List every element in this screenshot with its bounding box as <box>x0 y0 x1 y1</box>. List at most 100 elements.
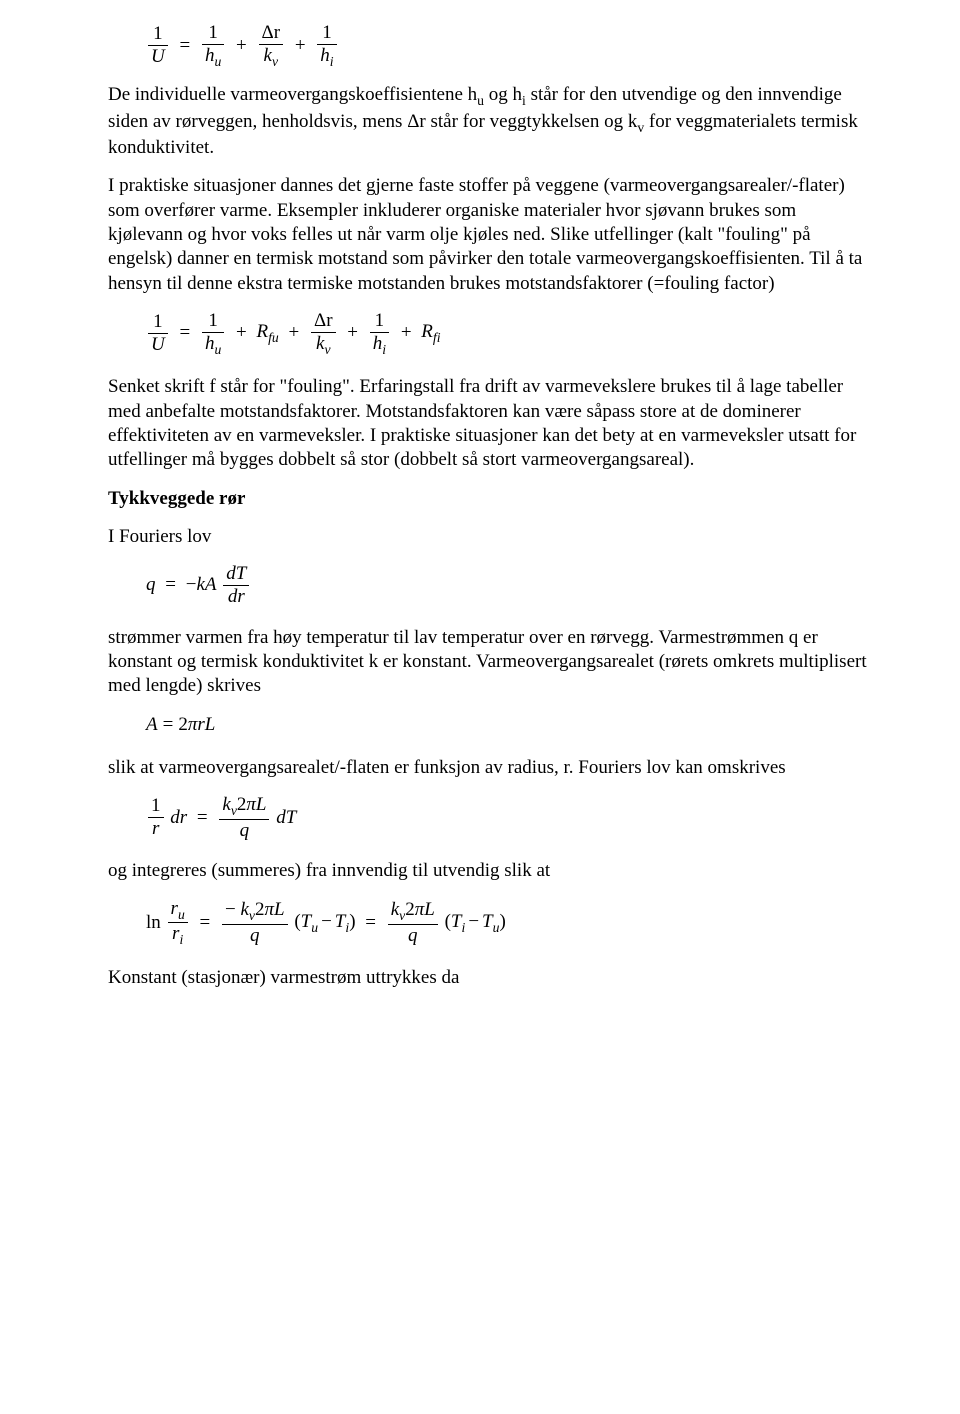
equation-5: 1 r dr = kv2πL q dT <box>146 794 870 841</box>
eq3-frac: dT dr <box>223 563 249 608</box>
eq2-lhs-num: 1 <box>148 311 168 334</box>
eq1-lhs-frac: 1 U <box>148 23 168 68</box>
eq3-kA: kA <box>196 573 216 597</box>
eq2-t2-num: Δr <box>311 310 336 333</box>
equals-sign: = <box>360 911 381 935</box>
sub-u: u <box>178 907 185 922</box>
eq6-mid-frac: − kv2πL q <box>222 899 288 946</box>
plus-sign: + <box>284 321 305 345</box>
sub-fu-text: fu <box>268 330 279 345</box>
paragraph-2: I praktiske situasjoner dannes det gjern… <box>108 174 870 296</box>
sub-u: u <box>311 919 318 934</box>
plus-sign: + <box>231 34 252 58</box>
sub-v: v <box>272 54 278 69</box>
var-T: T <box>451 911 462 932</box>
eq2-lhs-frac: 1 U <box>148 311 168 356</box>
eq2-t3-den: hi <box>370 333 389 358</box>
page: 1 U = 1 hu + Δr kv + 1 hi De individuell… <box>0 0 960 1414</box>
var-h: h <box>320 45 330 66</box>
eq1-t3-num: 1 <box>317 22 336 45</box>
eq6-ln-num: ru <box>168 898 188 924</box>
sub-fi-text: fi <box>433 330 441 345</box>
eq6-paren2: (Ti−Tu) <box>445 910 506 936</box>
paragraph-3: Senket skrift f står for "fouling". Erfa… <box>108 375 870 472</box>
equals-sign: = <box>174 321 195 345</box>
eq5-l-tail: dr <box>170 806 187 830</box>
equation-6: ln ru ri = − kv2πL q (Tu−Ti) = kv2πL q (… <box>146 898 870 948</box>
paragraph-5: strømmer varmen fra høy temperatur til l… <box>108 626 870 699</box>
sub-fi: fi <box>433 330 441 345</box>
paragraph-8: Konstant (stasjonær) varmestrøm uttrykke… <box>108 966 870 990</box>
sub-i: i <box>382 342 386 357</box>
eq3-lhs: q <box>146 573 156 597</box>
equation-4: A=2πrL <box>146 713 870 738</box>
eq5-r-frac: kv2πL q <box>219 794 269 841</box>
var-T: T <box>482 911 493 932</box>
eq1-t2-frac: Δr kv <box>259 22 284 69</box>
eq2-lhs-den: U <box>148 334 168 356</box>
p1-sub-u: u <box>477 93 484 108</box>
eq1-lhs-den: U <box>148 46 168 68</box>
plus-sign: + <box>290 34 311 58</box>
sub-fu: fu <box>268 330 279 345</box>
eq6-paren1: (Tu−Ti) <box>294 910 355 936</box>
var-T: T <box>301 911 312 932</box>
eq6-r2-frac: kv2πL q <box>388 899 438 946</box>
eq1-t1-num: 1 <box>202 22 224 45</box>
eq1-t2-den: kv <box>259 45 284 70</box>
eq6-r2-den: q <box>388 925 438 947</box>
plus-sign: + <box>396 321 417 345</box>
sub-i: i <box>330 54 334 69</box>
eq6-mid-den: q <box>222 925 288 947</box>
paragraph-7: og integreres (summeres) fra innvendig t… <box>108 859 870 883</box>
paragraph-6: slik at varmeovergangsarealet/-flaten er… <box>108 756 870 780</box>
p1-a: De individuelle varmeovergangskoeffisien… <box>108 84 477 105</box>
var-h: h <box>373 333 383 354</box>
equation-1: 1 U = 1 hu + Δr kv + 1 hi <box>146 22 870 69</box>
eq5-l-num: 1 <box>148 795 164 818</box>
sub-v: v <box>324 342 330 357</box>
eq6-ln-frac: ru ri <box>168 898 188 948</box>
eq3-minus: − <box>186 573 197 597</box>
eq6-r2-num: kv2πL <box>388 899 438 925</box>
plus-sign: + <box>342 321 363 345</box>
eq2-t1-num: 1 <box>202 310 224 333</box>
heading-tykkveggede-ror: Tykkveggede rør <box>108 487 870 511</box>
eq6-ln: ln <box>146 911 161 935</box>
equation-3: q = −kA dT dr <box>146 563 870 608</box>
var-R: R <box>421 321 433 342</box>
eq4-text: A=2πrL <box>146 713 215 738</box>
plus-sign: + <box>231 321 252 345</box>
eq1-t3-den: hi <box>317 45 336 70</box>
p1-b: og h <box>484 84 522 105</box>
eq2-Rfi: Rfi <box>421 320 440 346</box>
sub-u: u <box>214 54 221 69</box>
equals-sign: = <box>192 806 213 830</box>
eq1-t2-num: Δr <box>259 22 284 45</box>
eq1-t3-frac: 1 hi <box>317 22 336 69</box>
var-R: R <box>257 321 269 342</box>
equals-sign: = <box>160 573 181 597</box>
eq2-t1-den: hu <box>202 333 224 358</box>
var-r: r <box>171 898 178 919</box>
eq5-r-num: kv2πL <box>219 794 269 820</box>
var-T: T <box>335 911 346 932</box>
paragraph-1: De individuelle varmeovergangskoeffisien… <box>108 83 870 160</box>
eq5-r-tail: dT <box>276 806 296 830</box>
var-k: k <box>264 45 272 66</box>
eq6-mid-num: − kv2πL <box>222 899 288 925</box>
eq1-t1-frac: 1 hu <box>202 22 224 69</box>
sub-u: u <box>214 342 221 357</box>
eq2-t3-num: 1 <box>370 310 389 333</box>
eq2-t2-den: kv <box>311 333 336 358</box>
equals-sign: = <box>174 34 195 58</box>
eq5-r-den: q <box>219 820 269 842</box>
eq2-t2-frac: Δr kv <box>311 310 336 357</box>
eq2-Rfu: Rfu <box>257 320 279 346</box>
eq3-num: dT <box>223 563 249 586</box>
paragraph-4: I Fouriers lov <box>108 525 870 549</box>
equation-2: 1 U = 1 hu + Rfu + Δr kv + 1 hi + Rfi <box>146 310 870 357</box>
eq1-t1-den: hu <box>202 45 224 70</box>
eq5-l-frac: 1 r <box>148 795 164 840</box>
eq3-den: dr <box>223 586 249 608</box>
